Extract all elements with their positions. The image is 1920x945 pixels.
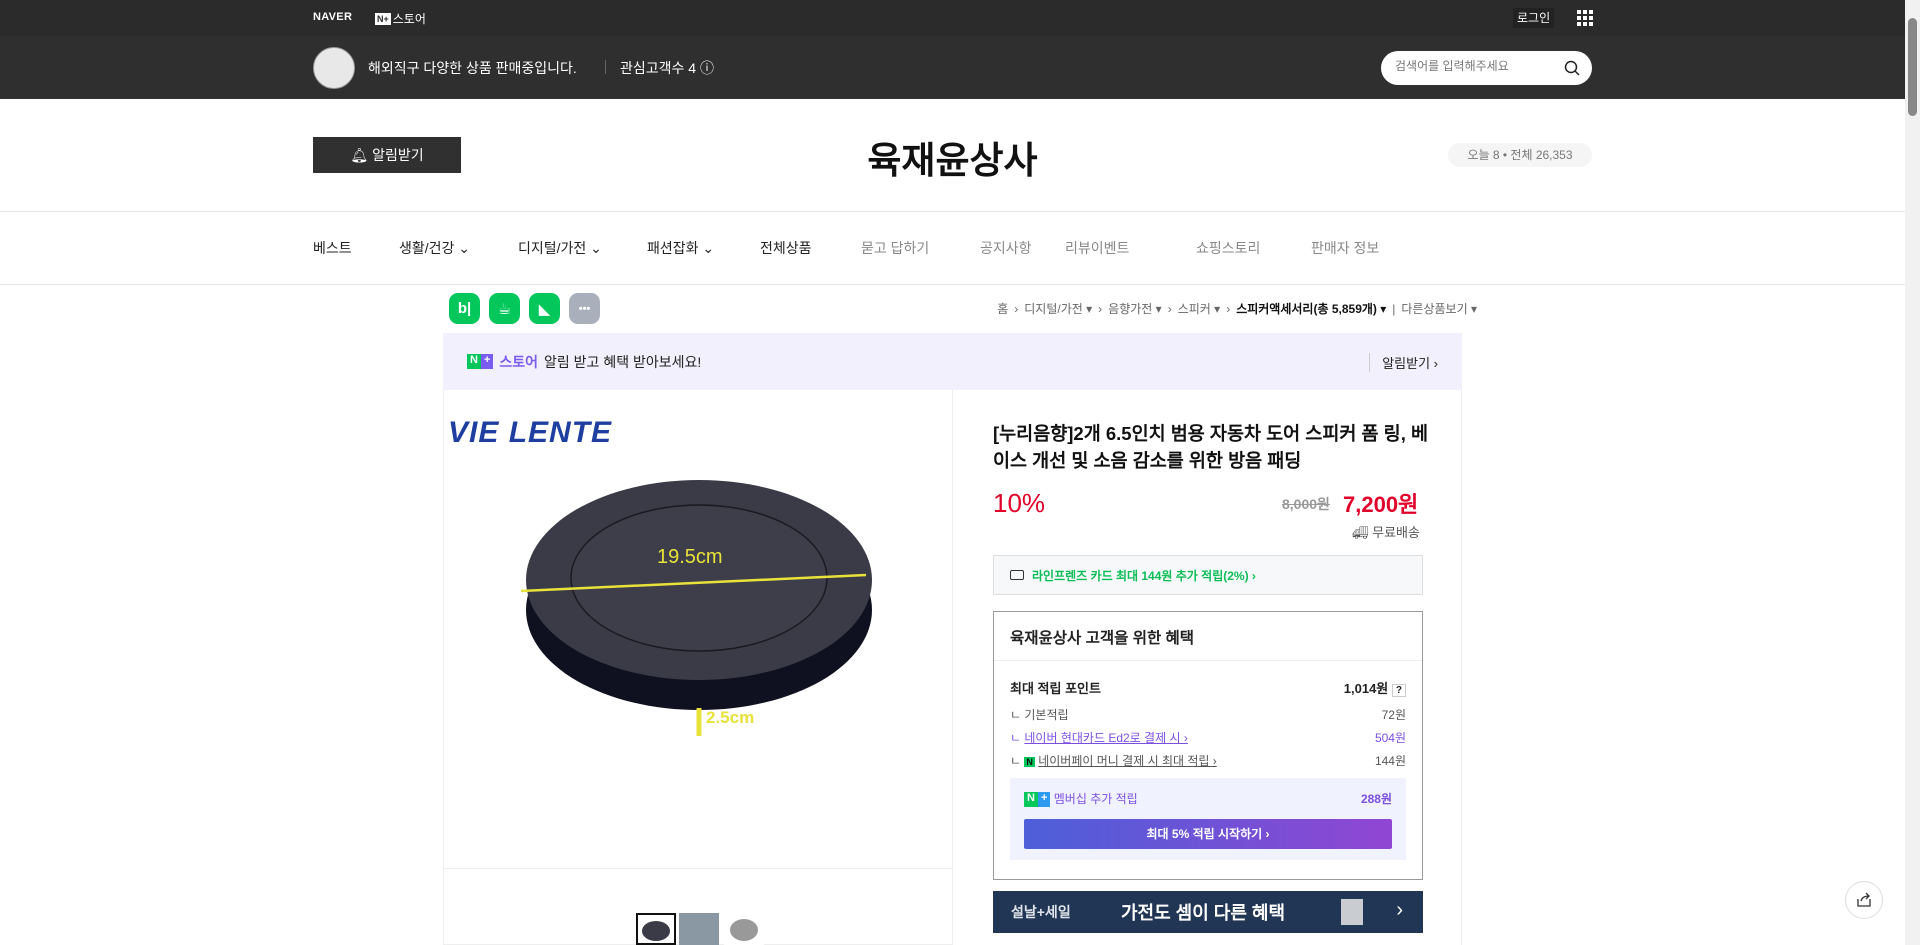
nav-digital[interactable]: 디지털/가전 ⌄ — [518, 240, 602, 256]
blog-icon[interactable]: b| — [449, 293, 480, 324]
search-icon[interactable] — [1564, 60, 1580, 76]
banner-alarm-button[interactable]: 알림받기 › — [1369, 353, 1438, 372]
shipping-info: 🚚︎ 무료배송 — [1352, 522, 1420, 541]
divider — [0, 211, 1905, 212]
product-image[interactable] — [504, 470, 894, 770]
breadcrumb-audio[interactable]: 음향가전 ▾ — [1108, 302, 1162, 316]
card-benefit-link[interactable]: 라인프렌즈 카드 최대 144원 추가 적립(2%) › — [993, 555, 1423, 595]
naver-logo[interactable]: NAVER — [313, 11, 353, 23]
npay-money-link[interactable]: 네이버페이 머니 결제 시 최대 적립 › — [1038, 754, 1217, 768]
thumbnail-1[interactable] — [636, 913, 676, 945]
basic-points-value: 72원 — [1381, 708, 1406, 722]
breadcrumb-current[interactable]: 스피커액세서리(총 5,859개) ▾ — [1236, 302, 1387, 316]
store-alarm-banner: N + 스토어 알림 받고 혜택 받아보세요! 알림받기 › — [443, 333, 1462, 390]
global-nav-bar — [0, 0, 1905, 36]
product-image-panel: VIE LENTE 19.5cm 2.5cm — [443, 390, 953, 945]
search-box[interactable] — [1381, 51, 1592, 85]
store-label: 스토어 — [499, 353, 539, 370]
share-icon — [1857, 892, 1871, 907]
bell-plus-icon: 🔔︎ — [350, 146, 369, 163]
breadcrumb: 홈 › 디지털/가전 ▾ › 음향가전 ▾ › 스피커 ▾ › 스피커액세서리(총 5,… — [997, 301, 1477, 317]
login-button[interactable]: 로그인 — [1513, 8, 1555, 28]
sale-text: 가전도 셈이 다른 혜택 — [1121, 903, 1286, 923]
chevron-right-icon: › — [1396, 899, 1403, 921]
npay-money-value: 144원 — [1374, 754, 1406, 768]
thumbnail-2[interactable] — [679, 913, 719, 945]
nav-best[interactable]: 베스트 — [313, 240, 352, 256]
help-icon[interactable]: ? — [1391, 684, 1406, 697]
search-input[interactable] — [1395, 59, 1555, 73]
nav-notice[interactable]: 공지사항 — [980, 240, 1032, 256]
cafe-icon[interactable]: ☕ — [489, 293, 520, 324]
breadcrumb-speaker[interactable]: 스피커 ▾ — [1177, 302, 1221, 316]
benefit-title: 육재윤상사 고객을 위한 혜택 — [994, 612, 1422, 661]
dimension-label: 19.5cm — [657, 546, 723, 568]
share-button[interactable] — [1845, 881, 1883, 919]
nav-review-event[interactable]: 리뷰이벤트 — [1065, 240, 1130, 256]
hyundai-card-value: 504원 — [1374, 731, 1406, 745]
seller-avatar[interactable] — [313, 47, 355, 89]
breadcrumb-digital[interactable]: 디지털/가전 ▾ — [1024, 302, 1093, 316]
appliance-icon — [1341, 899, 1363, 925]
brand-logo: VIE LENTE — [448, 416, 613, 449]
more-icon[interactable]: ••• — [569, 293, 600, 324]
shipping-text: 무료배송 — [1372, 525, 1420, 540]
membership-box: N + 멤버십 추가 적립 288원 최대 5% 적립 시작하기 › — [1010, 778, 1406, 860]
product-title: [누리음향]2개 6.5인치 범용 자동차 도어 스피커 폼 링, 베이스 개선… — [993, 423, 1428, 471]
scrollbar[interactable] — [1905, 0, 1920, 945]
seller-description: 해외직구 다양한 상품 판매중입니다. — [368, 60, 577, 76]
discount-rate: 10% — [993, 488, 1046, 518]
credit-card-icon — [1010, 570, 1024, 580]
alarm-subscribe-button[interactable]: 🔔︎ 알림받기 — [313, 137, 461, 173]
scrollbar-thumb[interactable] — [1908, 18, 1917, 116]
sale-banner[interactable]: 설날+세일 가전도 셈이 다른 혜택 › — [993, 891, 1423, 933]
divider — [444, 868, 952, 869]
nplus-badge: N+ — [467, 354, 494, 369]
other-products-dropdown[interactable]: 다른상품보기 ▾ — [1401, 302, 1477, 316]
nav-qna[interactable]: 묻고 답하기 — [861, 240, 930, 256]
product-info-panel — [952, 390, 1462, 945]
membership-start-button[interactable]: 최대 5% 적립 시작하기 › — [1024, 819, 1392, 849]
sale-tag: 설날+세일 — [1011, 904, 1071, 920]
store-name[interactable]: 육재윤상사 — [867, 140, 1038, 181]
nav-life-health[interactable]: 생활/건강 ⌄ — [399, 240, 471, 256]
truck-icon: 🚚︎ — [1352, 525, 1369, 540]
nav-all-products[interactable]: 전체상품 — [760, 240, 812, 256]
info-icon[interactable]: ⓘ — [699, 60, 714, 76]
fan-count[interactable]: 관심고객수 4 ⓘ — [620, 58, 714, 78]
membership-label: 멤버십 추가 적립 — [1053, 792, 1138, 806]
nav-shopping-story[interactable]: 쇼핑스토리 — [1196, 240, 1261, 256]
apps-grid-icon[interactable] — [1577, 10, 1593, 26]
benefit-box: 육재윤상사 고객을 위한 혜택 최대 적립 포인트 1,014원 ? ㄴ 기본적립… — [993, 611, 1423, 880]
bookmark-icon[interactable]: ◣ — [529, 293, 560, 324]
nstore-logo[interactable]: N+ 스토어 — [375, 10, 426, 27]
sale-price: 7,200원 — [1343, 492, 1419, 517]
banner-text: 알림 받고 혜택 받아보세요! — [544, 353, 702, 370]
basic-points-label: 기본적립 — [1024, 708, 1069, 722]
store-label: 스토어 — [392, 12, 426, 26]
card-benefit-text: 라인프렌즈 카드 최대 144원 추가 적립(2%) › — [1032, 568, 1256, 583]
hyundai-card-link[interactable]: 네이버 현대카드 Ed2로 결제 시 › — [1024, 731, 1188, 745]
nplus-badge: N+ — [1024, 792, 1051, 808]
thickness-label: 2.5cm — [706, 708, 755, 727]
original-price: 8,000원 — [1282, 496, 1330, 512]
divider — [605, 60, 606, 74]
alarm-label: 알림받기 — [372, 147, 424, 163]
max-points-value: 1,014원 — [1343, 681, 1389, 696]
nav-fashion[interactable]: 패션잡화 ⌄ — [647, 240, 715, 256]
npay-icon: N — [1024, 757, 1035, 767]
thumbnail-3[interactable] — [724, 913, 764, 945]
breadcrumb-home[interactable]: 홈 — [997, 302, 1009, 316]
fan-count-text: 관심고객수 4 — [620, 60, 697, 76]
nav-seller-info[interactable]: 판매자 정보 — [1311, 240, 1380, 256]
max-points-label: 최대 적립 포인트 — [1010, 681, 1101, 696]
visitor-count: 오늘 8 • 전체 26,353 — [1448, 143, 1592, 167]
nplus-badge: N+ — [375, 12, 391, 25]
membership-value: 288원 — [1360, 792, 1392, 806]
divider — [0, 284, 1905, 285]
